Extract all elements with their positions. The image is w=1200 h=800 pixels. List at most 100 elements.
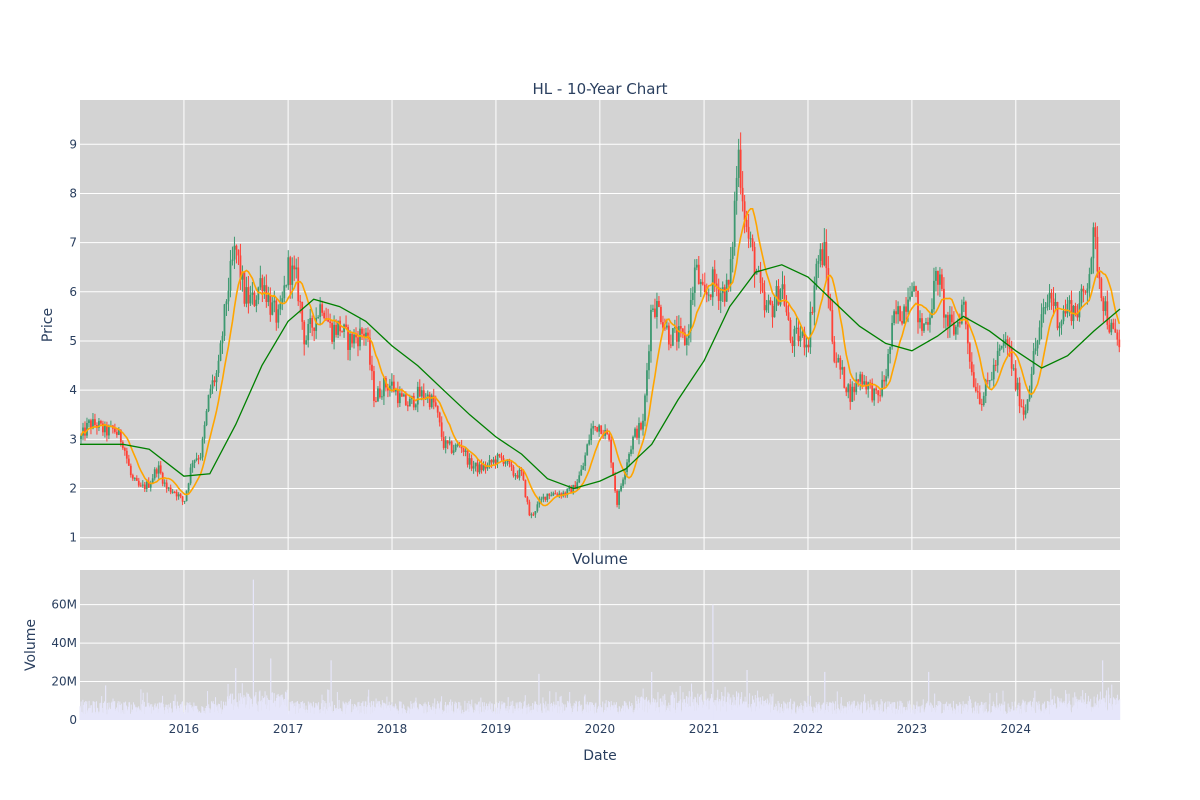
candle-body xyxy=(143,484,146,489)
candle-body xyxy=(658,301,660,307)
candle-body xyxy=(970,361,973,373)
candle-body xyxy=(139,485,142,487)
candle-body xyxy=(909,296,911,300)
candle-body xyxy=(269,294,272,315)
candle-body xyxy=(450,441,453,453)
candle-body xyxy=(945,315,947,318)
candle-body xyxy=(998,348,1001,351)
candle-body xyxy=(948,314,951,327)
candle-body xyxy=(986,380,989,382)
candle-body xyxy=(656,301,658,317)
candle-body xyxy=(307,324,310,341)
candle-body xyxy=(394,389,397,392)
candle-body xyxy=(929,317,931,325)
candle-body xyxy=(361,328,363,334)
candle-body xyxy=(703,284,706,293)
candle-body xyxy=(558,493,561,496)
candle-body xyxy=(1038,327,1041,341)
candle-body xyxy=(550,495,553,497)
candle-body xyxy=(390,381,393,386)
candle-body xyxy=(398,393,401,404)
candle-body xyxy=(570,487,573,494)
candle-body xyxy=(357,337,359,347)
candle-body xyxy=(510,463,513,467)
candle-body xyxy=(785,305,788,313)
candle-body xyxy=(291,265,294,285)
candle-body xyxy=(221,335,224,344)
candle-body xyxy=(825,241,828,269)
candle-body xyxy=(913,286,915,292)
candle-body xyxy=(905,306,907,312)
candle-body xyxy=(933,280,935,310)
candle-body xyxy=(464,450,467,452)
candle-body xyxy=(1082,288,1085,292)
candle-body xyxy=(1110,322,1113,333)
candle-body xyxy=(1062,311,1065,322)
candle-body xyxy=(1080,288,1083,304)
candle-body xyxy=(855,379,858,393)
candle-body xyxy=(622,479,624,486)
candle-body xyxy=(751,238,754,247)
candle-body xyxy=(181,496,184,502)
candle-body xyxy=(701,281,704,285)
candle-body xyxy=(185,490,188,501)
candle-body xyxy=(313,327,316,331)
candle-body xyxy=(245,287,248,304)
candle-body xyxy=(921,318,923,331)
candle-body xyxy=(92,419,94,429)
candle-body xyxy=(416,386,419,405)
candle-body xyxy=(574,485,577,490)
candle-body xyxy=(341,331,343,333)
candle-body xyxy=(249,294,252,304)
candle-body xyxy=(725,279,728,302)
candle-body xyxy=(494,459,497,464)
candle-body xyxy=(271,302,274,315)
candle-body xyxy=(333,324,335,342)
candle-body xyxy=(1094,227,1097,237)
candle-body xyxy=(355,334,357,338)
candle-body xyxy=(237,249,240,256)
candle-body xyxy=(1100,278,1103,298)
candle-body xyxy=(815,263,818,286)
candle-body xyxy=(739,149,742,188)
candle-body xyxy=(412,395,415,408)
candle-body xyxy=(644,395,646,421)
candle-body xyxy=(446,440,449,444)
candle-body xyxy=(819,249,822,261)
candle-body xyxy=(436,406,439,413)
candle-body xyxy=(512,466,515,476)
candle-body xyxy=(448,441,451,444)
candle-body xyxy=(275,300,278,323)
candle-body xyxy=(454,444,457,451)
candle-body xyxy=(887,354,890,377)
candle-body xyxy=(592,426,595,429)
candle-body xyxy=(500,456,503,459)
candle-body xyxy=(331,323,333,342)
candle-body xyxy=(978,392,981,404)
candle-body xyxy=(1084,291,1087,293)
candle-body xyxy=(584,455,587,466)
candle-body xyxy=(958,322,961,324)
candle-body xyxy=(554,493,557,495)
candle-body xyxy=(498,454,501,457)
candle-body xyxy=(392,381,395,392)
candle-body xyxy=(666,325,668,328)
candle-body xyxy=(883,379,886,382)
candle-body xyxy=(133,478,136,480)
candle-body xyxy=(121,442,124,449)
candle-body xyxy=(1104,301,1107,312)
candle-body xyxy=(303,321,306,345)
candle-body xyxy=(731,246,734,260)
candle-body xyxy=(873,388,876,401)
candle-body xyxy=(966,324,969,344)
candle-body xyxy=(482,465,485,471)
candle-body xyxy=(990,379,993,381)
candle-body xyxy=(568,487,571,489)
candle-body xyxy=(319,304,322,318)
candle-body xyxy=(675,327,678,342)
candle-body xyxy=(893,311,895,323)
candle-body xyxy=(137,480,140,486)
candle-body xyxy=(474,462,477,467)
candle-body xyxy=(799,335,802,342)
